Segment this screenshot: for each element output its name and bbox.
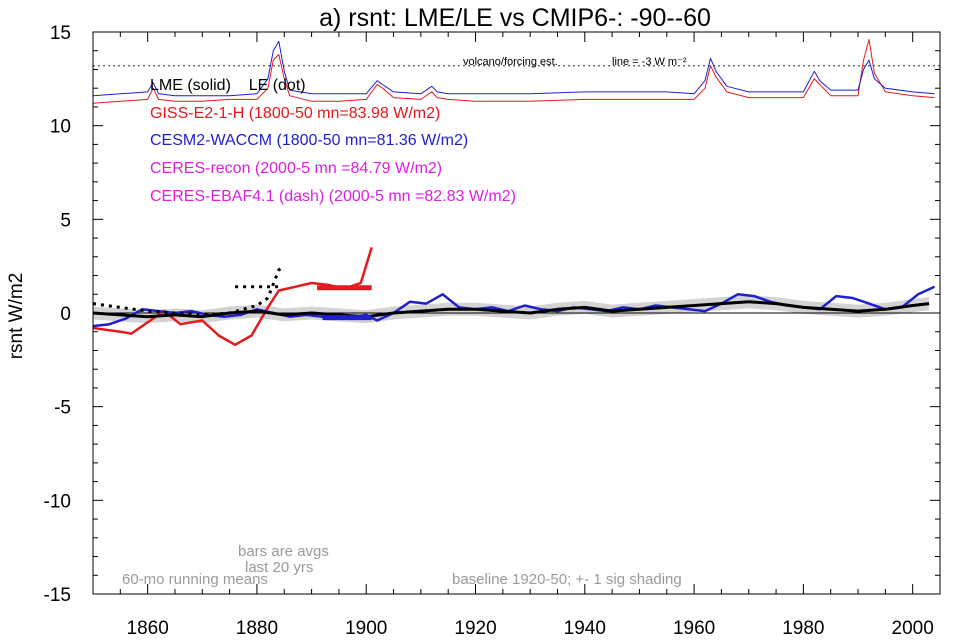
series-line-0 xyxy=(92,300,930,319)
annotation-volcano-line: line = -3 W m⁻² xyxy=(612,56,687,68)
x-tick-label: 1940 xyxy=(564,618,606,639)
annotation-bars-note-line1: bars are avgs xyxy=(238,543,329,560)
y-tick-label: 5 xyxy=(60,210,71,231)
series-line-4 xyxy=(92,39,935,104)
y-tick-label: -10 xyxy=(44,491,71,512)
annotation-bars-note-line2: last 20 yrs xyxy=(245,559,313,576)
series-line-2 xyxy=(92,247,373,347)
x-tick-label: 1960 xyxy=(673,618,715,639)
y-tick-label: -5 xyxy=(54,398,71,419)
x-tick-label: 1920 xyxy=(454,618,496,639)
legend-giss: GISS-E2-1-H (1800-50 mn=83.98 W/m2) xyxy=(150,105,440,122)
series-line-1 xyxy=(92,264,286,317)
annotation-volcano: volcano/forcing est. xyxy=(463,56,558,68)
ticks-layer: 1860 1880 1900 1920 1940 1960 1980 2000 15 10 5 0 -5… xyxy=(44,23,941,639)
legend-ceres-ebaf: CERES-EBAF4.1 (dash) (2000-5 mn =82.83 W… xyxy=(150,188,516,205)
y-tick-label: 15 xyxy=(50,23,71,44)
x-tick-label: 1880 xyxy=(236,618,278,639)
legend-ceres-recon: CERES-recon (2000-5 mn =84.79 W/m2) xyxy=(150,160,442,177)
x-tick-label: 1980 xyxy=(782,618,824,639)
y-tick-label: 0 xyxy=(60,304,71,325)
x-tick-label: 1860 xyxy=(127,618,169,639)
x-tick-label: 2000 xyxy=(892,618,934,639)
annotation-running-mean: 60-mo running means xyxy=(122,571,268,588)
x-tick-label: 1900 xyxy=(345,618,387,639)
chart-title: a) rsnt: LME/LE vs CMIP6-: -90--60 xyxy=(319,4,711,32)
y-tick-label: 10 xyxy=(50,117,71,138)
annotation-baseline: baseline 1920-50; +- 1 sig shading xyxy=(452,571,682,588)
legend-cesm2: CESM2-WACCM (1800-50 mn=81.36 W/m2) xyxy=(150,132,468,149)
bars-layer xyxy=(235,285,372,321)
y-axis-label: rsnt W/m2 xyxy=(6,273,27,360)
y-tick-label: -15 xyxy=(44,585,71,606)
legend-style-key: LME (solid) LE (dot) xyxy=(150,77,306,94)
annotation-bars-note: bars are avgs last 20 yrs xyxy=(238,543,333,576)
series-line-5 xyxy=(92,40,935,97)
